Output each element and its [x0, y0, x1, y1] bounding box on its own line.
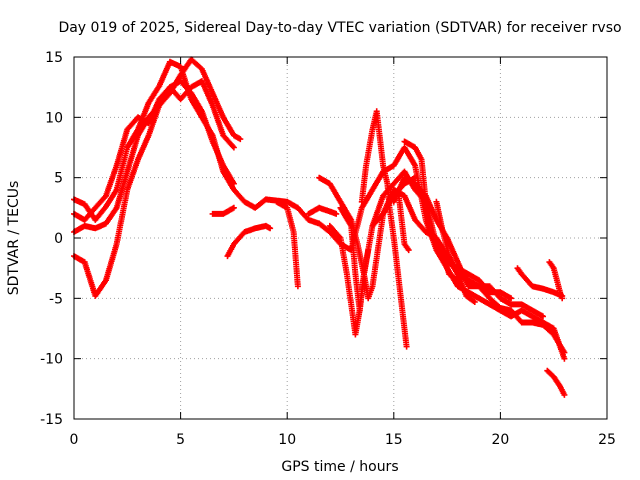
y-tick-label: -10 — [40, 352, 63, 368]
series-track-7 — [273, 198, 301, 290]
chart-title: Day 019 of 2025, Sidereal Day-to-day VTE… — [58, 20, 621, 36]
y-tick-label: 15 — [45, 50, 63, 66]
data-points — [71, 56, 568, 398]
y-tick-label: 0 — [54, 231, 63, 247]
series-track-16 — [433, 198, 478, 305]
series-track-17 — [514, 265, 566, 299]
marker-plus — [546, 259, 566, 302]
series-track-4 — [71, 78, 237, 223]
marker-plus — [514, 265, 566, 299]
marker-plus — [401, 138, 472, 284]
x-tick-label: 25 — [598, 432, 616, 448]
y-tick-label: -15 — [40, 412, 63, 428]
marker-plus — [395, 186, 412, 254]
y-tick-label: 5 — [54, 171, 63, 187]
x-axis-label: GPS time / hours — [281, 459, 398, 475]
y-ticks: -15 -10 -5 0 5 10 15 — [40, 50, 607, 428]
marker-plus — [544, 367, 568, 398]
x-tick-label: 5 — [176, 432, 185, 448]
marker-plus — [305, 204, 340, 217]
y-axis-label: SDTVAR / TECUs — [6, 181, 22, 296]
marker-plus — [71, 78, 237, 223]
marker-plus — [224, 222, 274, 260]
x-tick-label: 15 — [385, 432, 403, 448]
marker-plus — [326, 222, 372, 338]
x-ticks: 0 5 10 15 20 25 — [70, 57, 616, 448]
series-track-14 — [369, 174, 419, 229]
y-tick-label: 10 — [45, 110, 63, 126]
x-tick-label: 20 — [491, 432, 509, 448]
marker-plus — [209, 204, 237, 217]
y-tick-label: -5 — [49, 291, 63, 307]
series-track-18 — [546, 259, 566, 302]
series-track-13 — [401, 138, 472, 284]
series-track-19 — [544, 367, 568, 398]
series-track-5 — [224, 222, 274, 260]
x-tick-label: 10 — [278, 432, 296, 448]
series-track-15 — [395, 186, 412, 254]
series-track-20 — [305, 204, 340, 217]
marker-plus — [273, 198, 301, 290]
marker-plus — [369, 174, 419, 229]
series-track-10 — [326, 222, 372, 338]
x-tick-label: 0 — [70, 432, 79, 448]
series-track-6 — [209, 204, 237, 217]
grid-lines — [74, 57, 607, 419]
marker-plus — [433, 198, 478, 305]
